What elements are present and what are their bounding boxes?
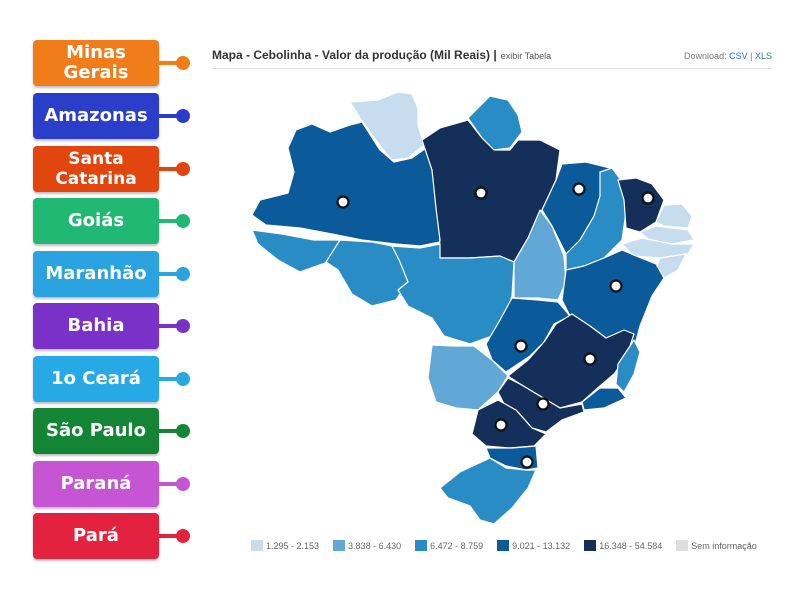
state-espirito-santo (615, 339, 641, 393)
target-amazonas[interactable] (336, 195, 350, 209)
map-title: Mapa - Cebolinha - Valor da produção (Mi… (212, 48, 552, 62)
label-text: Goiás (67, 210, 125, 231)
label-text: Pará (73, 525, 119, 546)
label-text: Paraná (60, 473, 132, 494)
label-pin-dot[interactable] (176, 319, 190, 333)
drop-targets (336, 182, 655, 469)
target-bahia[interactable] (609, 279, 623, 293)
target-goias[interactable] (514, 339, 528, 353)
target-para[interactable] (474, 186, 488, 200)
label-pin-dot[interactable] (176, 162, 190, 176)
legend-label: 16.348 - 54.584 (599, 540, 663, 551)
label-text: São Paulo (46, 420, 146, 441)
legend-swatch (676, 540, 689, 551)
label-santa-catarina[interactable]: Santa Catarina (33, 146, 159, 192)
state-parana (471, 399, 547, 449)
label-text: Bahia (67, 315, 125, 336)
state-amazonas (251, 121, 441, 247)
download-xls-link[interactable]: XLS (754, 51, 772, 61)
label-amazonas[interactable]: Amazonas (33, 93, 159, 139)
label-text: Maranhão (45, 263, 147, 284)
label-connector (159, 429, 181, 433)
legend-swatch (415, 540, 428, 551)
label-minas-gerais[interactable]: Minas Gerais (33, 40, 159, 86)
label-connector (159, 324, 181, 328)
label-connector (159, 534, 181, 538)
label-connector (159, 219, 181, 223)
legend-label: 1.295 - 2.153 (266, 540, 320, 551)
download-links: Download: CSV | XLS (684, 51, 772, 61)
legend-item: 6.472 - 8.759 (415, 540, 483, 551)
label-pin-dot[interactable] (176, 477, 190, 491)
legend-item: 16.348 - 54.584 (584, 540, 662, 551)
label-sao-paulo[interactable]: São Paulo (33, 408, 159, 454)
label-para[interactable]: Pará (33, 513, 159, 559)
label-text: 1o Ceará (51, 368, 141, 389)
legend-swatch (584, 540, 597, 551)
target-maranhao[interactable] (572, 182, 586, 196)
label-pin-dot[interactable] (176, 214, 190, 228)
label-parana[interactable]: Paraná (33, 461, 159, 507)
legend-label: Sem informação (691, 540, 757, 551)
legend-swatch (251, 540, 263, 551)
legend-item: 3.838 - 6.430 (333, 540, 401, 551)
state-rio-grande-do-norte (655, 203, 693, 229)
label-text: Santa Catarina (55, 149, 137, 189)
label-connector (159, 167, 181, 171)
label-text: Minas Gerais (63, 42, 129, 83)
legend-label: 3.838 - 6.430 (348, 540, 402, 551)
legend-item: Sem informação (676, 540, 757, 551)
target-sao-paulo[interactable] (536, 397, 550, 411)
download-csv-link[interactable]: CSV (729, 51, 748, 61)
map-legend: 1.295 - 2.153 3.838 - 6.430 6.472 - 8.759 9… (251, 540, 771, 551)
target-minas-gerais[interactable] (583, 352, 597, 366)
label-pin-dot[interactable] (176, 267, 190, 281)
label-connector (159, 272, 181, 276)
state-tocantins (513, 209, 567, 301)
state-acre (251, 229, 341, 273)
label-maranhao[interactable]: Maranhão (33, 251, 159, 297)
label-ceara[interactable]: 1o Ceará (33, 356, 159, 402)
label-pin-dot[interactable] (176, 424, 190, 438)
legend-item: 9.021 - 13.132 (497, 540, 570, 551)
legend-swatch (333, 540, 346, 551)
state-rio-grande-do-sul (439, 457, 537, 525)
label-goias[interactable]: Goiás (33, 198, 159, 244)
map-header: Mapa - Cebolinha - Valor da produção (Mi… (212, 48, 772, 69)
target-parana[interactable] (494, 418, 508, 432)
target-santa-catarina[interactable] (520, 455, 534, 469)
target-ceara[interactable] (641, 191, 655, 205)
legend-swatch (497, 540, 510, 551)
label-pin-dot[interactable] (176, 109, 190, 123)
label-pin-dot[interactable] (176, 56, 190, 70)
legend-label: 9.021 - 13.132 (512, 540, 571, 551)
state-rondonia (325, 239, 409, 307)
label-pin-dot[interactable] (176, 372, 190, 386)
show-table-link[interactable]: exibir Tabela (500, 51, 552, 61)
label-connector (159, 61, 181, 65)
label-text: Amazonas (44, 105, 148, 126)
legend-item: 1.295 - 2.153 (251, 540, 319, 551)
legend-label: 6.472 - 8.759 (430, 540, 484, 551)
label-connector (159, 482, 181, 486)
label-pin-dot[interactable] (176, 529, 190, 543)
label-bahia[interactable]: Bahia (33, 303, 159, 349)
label-connector (159, 114, 181, 118)
label-connector (159, 377, 181, 381)
